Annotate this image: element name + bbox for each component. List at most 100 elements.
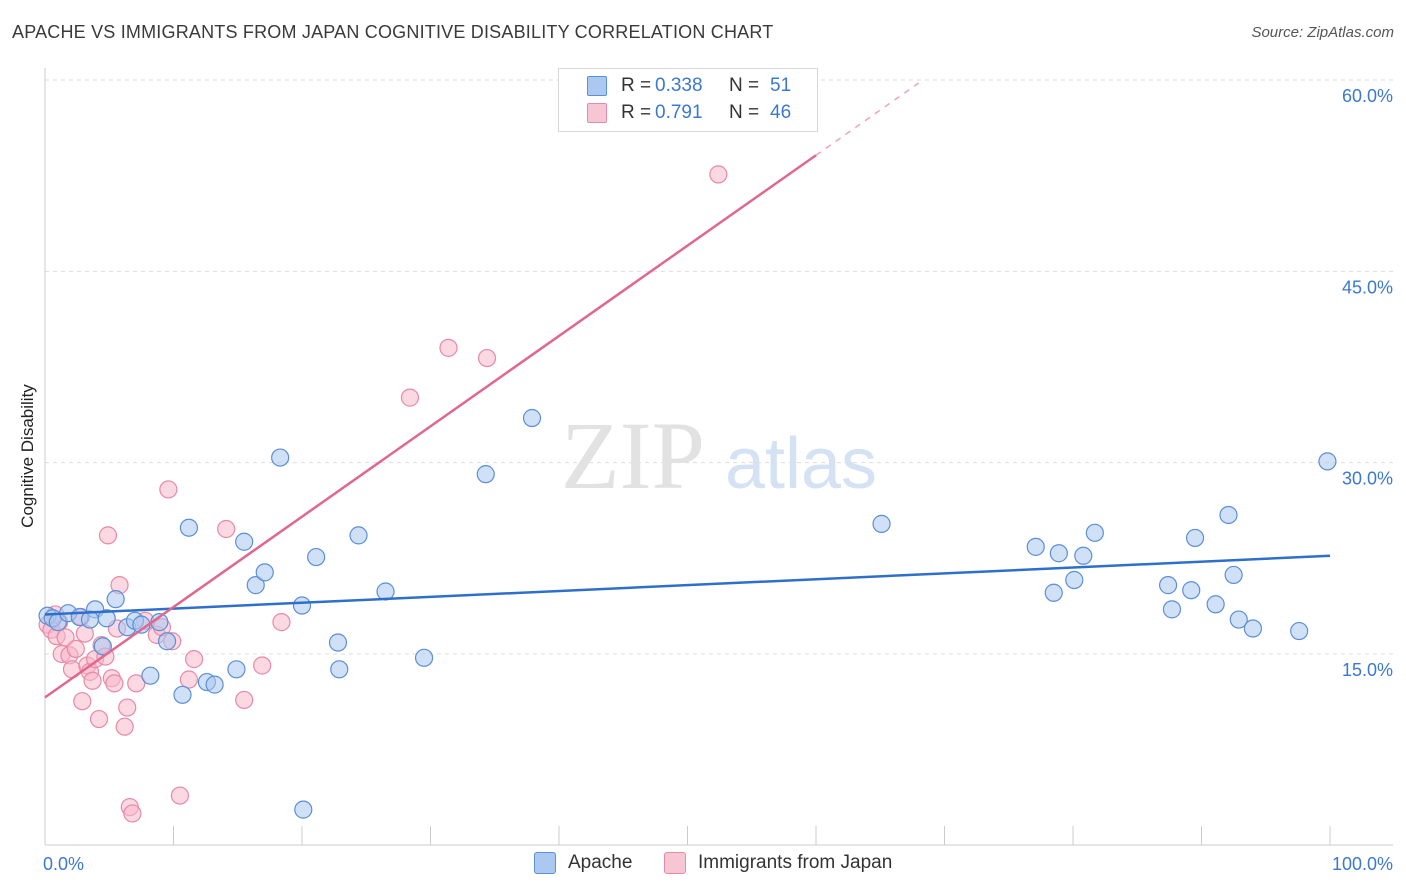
japan-point [98, 526, 118, 545]
japan-point [709, 165, 728, 184]
japan-point [439, 338, 458, 357]
apache-point [1026, 537, 1045, 556]
apache-point [1085, 523, 1104, 542]
apache-point [1074, 546, 1093, 565]
apache-point [157, 632, 177, 651]
apache-point [1243, 619, 1263, 638]
apache-point [1044, 583, 1063, 602]
chart-title: APACHE VS IMMIGRANTS FROM JAPAN COGNITIV… [12, 22, 774, 42]
japan-point [184, 650, 204, 669]
apache-point [292, 596, 312, 615]
apache-point [476, 465, 495, 484]
apache-point [1229, 610, 1248, 629]
apache-point [1318, 452, 1337, 471]
japan-point [477, 348, 497, 368]
legend-r-value: 0.791 [655, 102, 703, 123]
y-tick-label: 15.0% [1342, 660, 1393, 680]
gridlines [45, 79, 1393, 655]
apache-point [1224, 565, 1243, 585]
japan-point [56, 628, 75, 647]
series-legend-apache[interactable]: Apache [534, 852, 632, 874]
apache-point [106, 590, 125, 609]
watermark-zip: ZIP [561, 402, 705, 509]
x-tick-label: 0.0% [43, 854, 84, 874]
apache-point [246, 576, 265, 595]
legend-n-label: N = [729, 102, 760, 123]
watermark: ZIP atlas [561, 402, 877, 509]
axes [44, 68, 1393, 846]
japan-point [118, 698, 137, 717]
japan-point [115, 717, 134, 736]
apache-point [872, 514, 891, 533]
apache-point [349, 526, 368, 545]
apache-point [1219, 505, 1238, 525]
legend-r-value: 0.338 [655, 75, 703, 96]
legend-r-label: R = [621, 75, 652, 96]
apache-point [271, 448, 290, 467]
legend-swatch-japan [587, 103, 607, 123]
japan-point [272, 613, 291, 632]
japan-point [179, 670, 199, 689]
trend-line-apache [44, 554, 1331, 616]
apache-point [97, 609, 116, 628]
series-swatch-japan [664, 852, 686, 874]
apache-point [1182, 581, 1201, 600]
apache-point [307, 547, 326, 567]
apache-point [328, 633, 348, 652]
y-tick-label: 60.0% [1342, 86, 1393, 106]
japan-point [105, 674, 124, 693]
legend-swatch-apache [587, 76, 607, 96]
apache-point [1158, 576, 1178, 595]
trend-lines [44, 82, 1331, 699]
apache-point [330, 660, 349, 679]
apache-point [255, 563, 274, 582]
tick-labels: 15.0% 30.0% 45.0% 60.0% 0.0% 100.0% [43, 86, 1393, 874]
apache-point [205, 675, 224, 694]
apache-point [227, 660, 246, 679]
series-label-japan: Immigrants from Japan [698, 852, 893, 873]
apache-point [1206, 595, 1225, 614]
trend-line-japan [44, 154, 817, 699]
apache-point [93, 637, 112, 656]
trend-line-japan-extension [815, 82, 920, 156]
apache-point [1065, 570, 1084, 590]
japan-point [217, 519, 236, 539]
japan-point [123, 804, 142, 823]
japan-point [66, 639, 85, 658]
apache-point [414, 648, 434, 667]
japan-point [89, 709, 109, 729]
legend-n-value: 51 [770, 75, 792, 96]
apache-point [235, 532, 254, 551]
legend-n-value: 46 [770, 102, 792, 123]
apache-point [1185, 528, 1205, 548]
apache-point [1290, 621, 1309, 641]
legend-n-label: N = [729, 75, 760, 96]
y-tick-label: 45.0% [1342, 277, 1393, 297]
watermark-atlas: atlas [725, 424, 877, 504]
series-legend: Apache Immigrants from Japan [0, 852, 1406, 878]
x-tick-label: 100.0% [1332, 854, 1393, 874]
japan-point [159, 480, 178, 499]
apache-point [173, 685, 192, 704]
legend-r-label: R = [621, 102, 652, 123]
series-label-apache: Apache [568, 852, 633, 873]
apache-point [294, 800, 313, 819]
apache-point [1049, 544, 1068, 563]
source-label: Source: ZipAtlas.com [1251, 24, 1394, 41]
apache-point [522, 408, 542, 428]
japan-point [253, 656, 272, 675]
japan-point [83, 671, 102, 690]
apache-point [1162, 600, 1182, 619]
apache-point [179, 518, 199, 537]
japan-point [170, 786, 190, 805]
japan-point [235, 690, 254, 710]
japan-point [73, 692, 92, 711]
japan-point [400, 388, 420, 407]
series-swatch-apache [534, 852, 556, 874]
y-tick-label: 30.0% [1342, 469, 1393, 489]
japan-point [127, 674, 146, 693]
correlation-legend: R = 0.338 N = 51 R = 0.791 N = 46 [558, 68, 818, 132]
apache-point [141, 666, 160, 685]
series-legend-japan[interactable]: Immigrants from Japan [664, 852, 892, 874]
